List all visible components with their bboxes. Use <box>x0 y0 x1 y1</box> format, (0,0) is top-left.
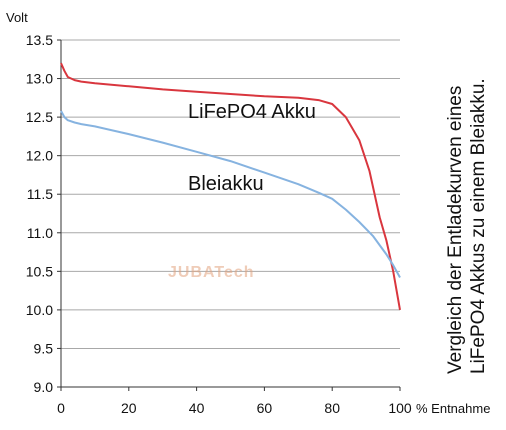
x-tick-label: 0 <box>57 400 65 416</box>
y-tick-labels: 9.0 9.5 10.0 10.5 11.0 11.5 12.0 12.5 13.0 13.5 <box>26 32 53 395</box>
grid-lines <box>61 39 400 388</box>
x-tick-label: 40 <box>189 400 205 416</box>
y-tick-label: 12.0 <box>26 148 53 164</box>
side-title-line-1: Vergleich der Entladekurven eines <box>445 86 466 374</box>
side-title: Vergleich der Entladekurven eines LiFePO… <box>445 78 489 374</box>
y-tick-label: 9.5 <box>34 340 54 356</box>
y-tick-label: 10.5 <box>26 263 53 279</box>
y-tick-label: 13.0 <box>26 71 53 87</box>
x-tick-label: 80 <box>324 400 340 416</box>
y-tick-label: 13.5 <box>26 32 53 48</box>
series-label-bleiakku: Bleiakku <box>188 173 264 195</box>
side-title-line-2: LiFePO4 Akkus zu einem Bleiakku. <box>468 78 489 374</box>
series-line-bleiakku <box>60 110 401 278</box>
y-tick-label: 11.5 <box>27 186 53 202</box>
y-axis-label: Volt <box>6 10 28 25</box>
y-tick-label: 12.5 <box>26 109 53 125</box>
x-axis-label: % Entnahme <box>416 401 490 416</box>
x-tick-labels: 0 20 40 60 80 100 <box>57 400 412 416</box>
y-tick-label: 9.0 <box>34 379 54 395</box>
series-label-lifepo4: LiFePO4 Akku <box>188 101 316 123</box>
y-tick-label: 10.0 <box>26 302 53 318</box>
axes <box>57 39 401 391</box>
x-tick-label: 60 <box>257 400 273 416</box>
watermark-logo: JUBATech <box>168 264 255 281</box>
series-line-lifepo4 <box>60 62 401 311</box>
series-lines <box>60 62 401 311</box>
x-tick-label: 100 <box>388 400 412 416</box>
x-tick-label: 20 <box>121 400 137 416</box>
y-tick-label: 11.0 <box>27 225 53 241</box>
